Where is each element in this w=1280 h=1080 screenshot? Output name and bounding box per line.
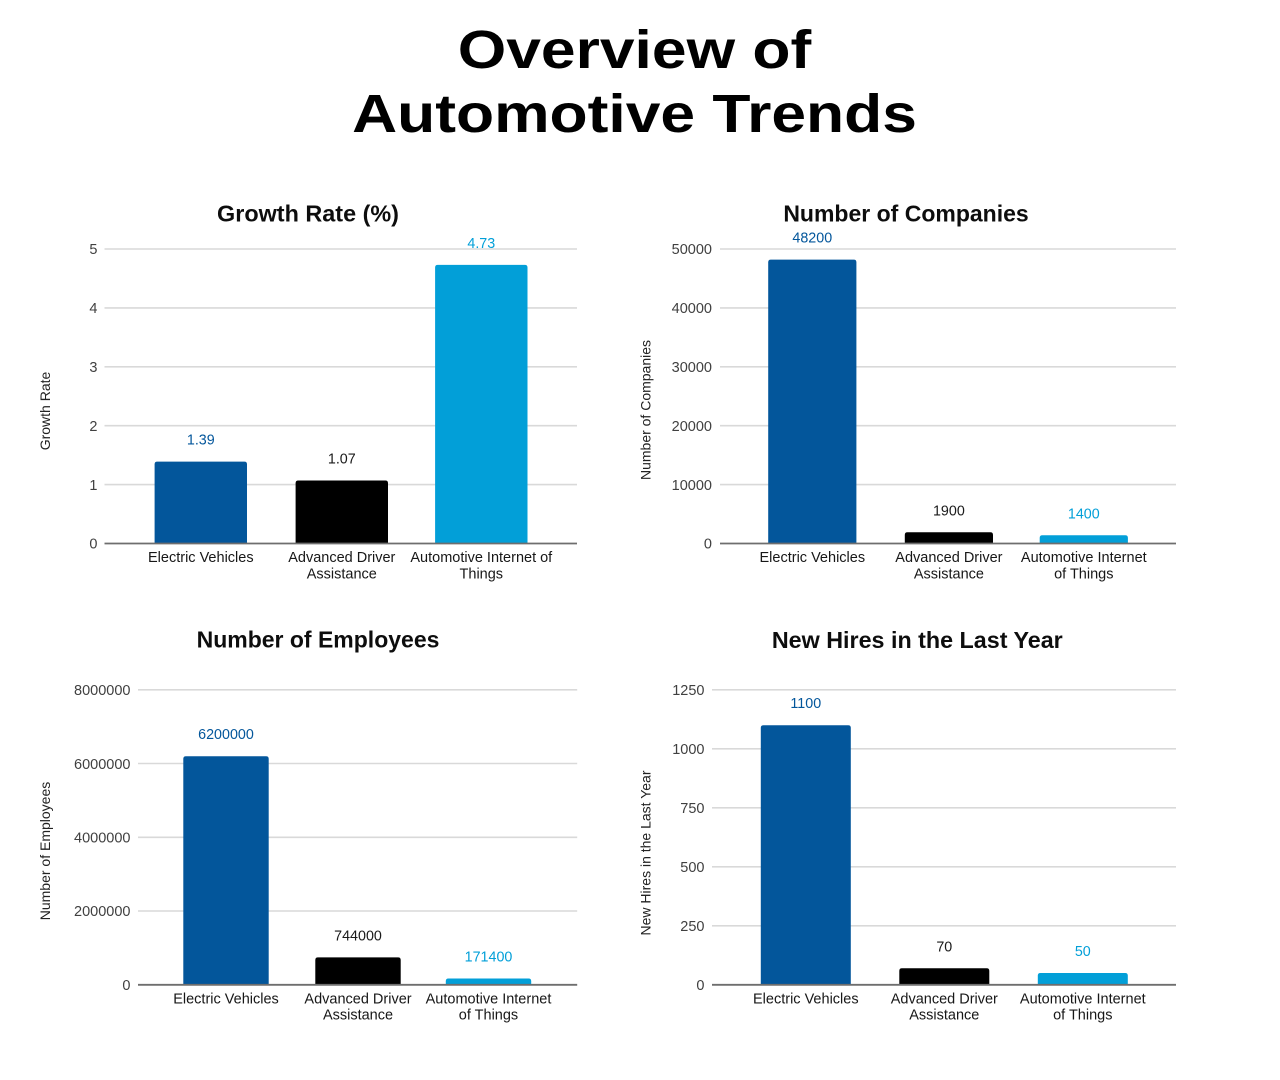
svg-text:Assistance: Assistance xyxy=(323,1008,393,1024)
svg-text:Number of Employees: Number of Employees xyxy=(37,782,53,921)
svg-text:20000: 20000 xyxy=(672,419,712,435)
svg-text:50000: 50000 xyxy=(672,242,712,258)
svg-text:6200000: 6200000 xyxy=(198,727,254,743)
svg-text:Electric Vehicles: Electric Vehicles xyxy=(148,550,254,566)
svg-text:0: 0 xyxy=(122,978,130,994)
svg-text:of Things: of Things xyxy=(459,1008,518,1024)
svg-text:500: 500 xyxy=(680,860,704,876)
svg-text:2000000: 2000000 xyxy=(74,904,130,920)
svg-text:Advanced Driver: Advanced Driver xyxy=(288,550,395,566)
svg-text:Automotive Internet: Automotive Internet xyxy=(1020,991,1146,1007)
svg-text:30000: 30000 xyxy=(672,360,712,376)
svg-text:of Things: of Things xyxy=(1053,1008,1112,1024)
svg-text:744000: 744000 xyxy=(334,928,382,944)
svg-text:1400: 1400 xyxy=(1068,506,1100,522)
svg-text:4: 4 xyxy=(89,301,97,317)
svg-text:1100: 1100 xyxy=(790,696,821,712)
svg-text:Advanced Driver: Advanced Driver xyxy=(304,991,411,1007)
svg-text:6000000: 6000000 xyxy=(74,757,130,773)
svg-text:0: 0 xyxy=(89,537,97,553)
svg-text:171400: 171400 xyxy=(465,950,513,966)
svg-text:Advanced Driver: Advanced Driver xyxy=(891,991,998,1007)
svg-text:1.39: 1.39 xyxy=(187,433,215,449)
svg-text:Growth Rate: Growth Rate xyxy=(37,371,53,450)
svg-text:4000000: 4000000 xyxy=(74,831,130,847)
svg-text:of Things: of Things xyxy=(1054,566,1113,582)
svg-text:Things: Things xyxy=(460,566,504,582)
svg-text:Advanced Driver: Advanced Driver xyxy=(895,550,1002,566)
svg-text:New Hires in the Last Year: New Hires in the Last Year xyxy=(772,627,1063,653)
svg-text:Electric Vehicles: Electric Vehicles xyxy=(173,991,279,1007)
svg-text:Electric Vehicles: Electric Vehicles xyxy=(753,991,859,1007)
svg-text:Automotive Internet: Automotive Internet xyxy=(1021,550,1147,566)
svg-text:Automotive Internet: Automotive Internet xyxy=(426,991,552,1007)
svg-text:250: 250 xyxy=(680,919,704,935)
svg-text:0: 0 xyxy=(696,978,704,994)
svg-text:4.73: 4.73 xyxy=(467,236,495,252)
svg-text:3: 3 xyxy=(89,360,97,376)
svg-text:0: 0 xyxy=(704,537,712,553)
svg-text:1000: 1000 xyxy=(672,742,704,758)
svg-text:48200: 48200 xyxy=(792,231,832,247)
svg-text:750: 750 xyxy=(680,801,704,817)
svg-text:1900: 1900 xyxy=(933,503,965,519)
svg-text:Automotive Internet of: Automotive Internet of xyxy=(410,550,553,566)
svg-text:Number of Companies: Number of Companies xyxy=(783,201,1028,227)
svg-text:70: 70 xyxy=(936,939,952,955)
svg-text:Number of Employees: Number of Employees xyxy=(197,627,440,653)
svg-text:New Hires in the Last Year: New Hires in the Last Year xyxy=(638,770,654,935)
svg-text:2: 2 xyxy=(89,419,97,435)
svg-text:1: 1 xyxy=(89,478,97,494)
svg-text:Assistance: Assistance xyxy=(307,566,377,582)
svg-text:5: 5 xyxy=(89,242,97,258)
svg-text:50: 50 xyxy=(1075,944,1091,960)
svg-text:Assistance: Assistance xyxy=(909,1008,979,1024)
svg-text:8000000: 8000000 xyxy=(74,683,130,699)
svg-text:1.07: 1.07 xyxy=(328,452,356,468)
svg-text:Electric Vehicles: Electric Vehicles xyxy=(760,550,866,566)
svg-text:40000: 40000 xyxy=(672,301,712,317)
svg-text:Growth Rate (%): Growth Rate (%) xyxy=(217,201,399,227)
svg-text:Assistance: Assistance xyxy=(914,566,984,582)
svg-text:10000: 10000 xyxy=(672,478,712,494)
svg-text:1250: 1250 xyxy=(672,683,704,699)
svg-text:Number of Companies: Number of Companies xyxy=(638,340,654,480)
